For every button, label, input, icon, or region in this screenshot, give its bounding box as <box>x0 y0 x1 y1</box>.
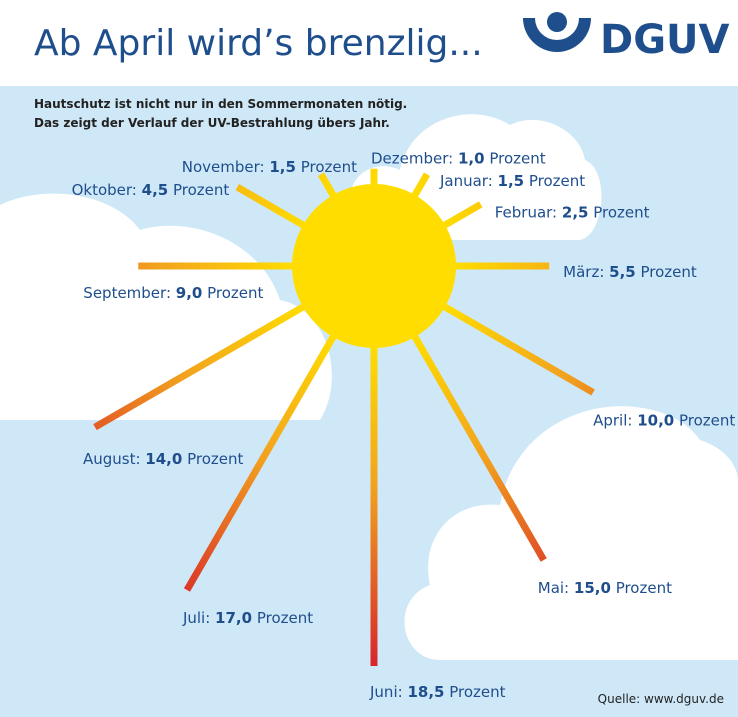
unit: Prozent <box>593 203 649 221</box>
subtitle-line: Hautschutz ist nicht nur in den Sommermo… <box>34 97 407 111</box>
value-label: 1,0 <box>458 149 485 167</box>
month-name: Mai: <box>538 579 569 597</box>
title: Ab April wird’s brenzlig... <box>34 23 483 64</box>
month-label: März: 5,5 Prozent <box>563 263 697 281</box>
month-label: August: 14,0 Prozent <box>83 450 244 468</box>
month-label: April: 10,0 Prozent <box>593 411 735 429</box>
value-label: 1,5 <box>498 172 525 190</box>
month-name: Oktober: <box>72 181 137 199</box>
unit: Prozent <box>489 149 545 167</box>
month-name: Januar: <box>439 172 493 190</box>
value-label: 15,0 <box>574 579 611 597</box>
unit: Prozent <box>207 284 263 302</box>
month-label: Oktober: 4,5 Prozent <box>72 181 230 199</box>
month-label: Januar: 1,5 Prozent <box>439 172 585 190</box>
value-label: 1,5 <box>269 158 296 176</box>
unit: Prozent <box>257 608 313 626</box>
unit: Prozent <box>529 172 585 190</box>
month-name: April: <box>593 411 632 429</box>
source: Quelle: www.dguv.de <box>598 692 724 706</box>
month-name: August: <box>83 450 141 468</box>
value-label: 5,5 <box>609 263 636 281</box>
month-name: Juni: <box>369 683 403 701</box>
unit: Prozent <box>187 450 243 468</box>
unit: Prozent <box>641 263 697 281</box>
month-label: Dezember: 1,0 Prozent <box>371 149 546 167</box>
month-name: September: <box>83 284 171 302</box>
month-label: Juni: 18,5 Prozent <box>369 683 506 701</box>
unit: Prozent <box>449 683 505 701</box>
month-label: September: 9,0 Prozent <box>83 284 263 302</box>
value-label: 4,5 <box>142 181 169 199</box>
month-label: November: 1,5 Prozent <box>182 158 357 176</box>
month-name: November: <box>182 158 265 176</box>
month-name: März: <box>563 263 604 281</box>
sun <box>292 184 456 348</box>
value-label: 14,0 <box>145 450 182 468</box>
unit: Prozent <box>679 411 735 429</box>
month-label: Februar: 2,5 Prozent <box>495 203 650 221</box>
unit: Prozent <box>173 181 229 199</box>
value-label: 2,5 <box>562 203 589 221</box>
value-label: 17,0 <box>215 608 252 626</box>
infographic: Ab April wird’s brenzlig... DGUV Hautsch… <box>0 0 738 717</box>
value-label: 10,0 <box>637 411 674 429</box>
month-name: Februar: <box>495 203 557 221</box>
month-name: Dezember: <box>371 149 453 167</box>
month-label: Juli: 17,0 Prozent <box>182 608 313 626</box>
month-name: Juli: <box>182 608 210 626</box>
subtitle-line: Das zeigt der Verlauf der UV-Bestrahlung… <box>34 116 390 130</box>
unit: Prozent <box>301 158 357 176</box>
month-label: Mai: 15,0 Prozent <box>538 579 672 597</box>
value-label: 9,0 <box>176 284 203 302</box>
value-label: 18,5 <box>407 683 444 701</box>
unit: Prozent <box>616 579 672 597</box>
logo-text: DGUV <box>600 17 730 63</box>
